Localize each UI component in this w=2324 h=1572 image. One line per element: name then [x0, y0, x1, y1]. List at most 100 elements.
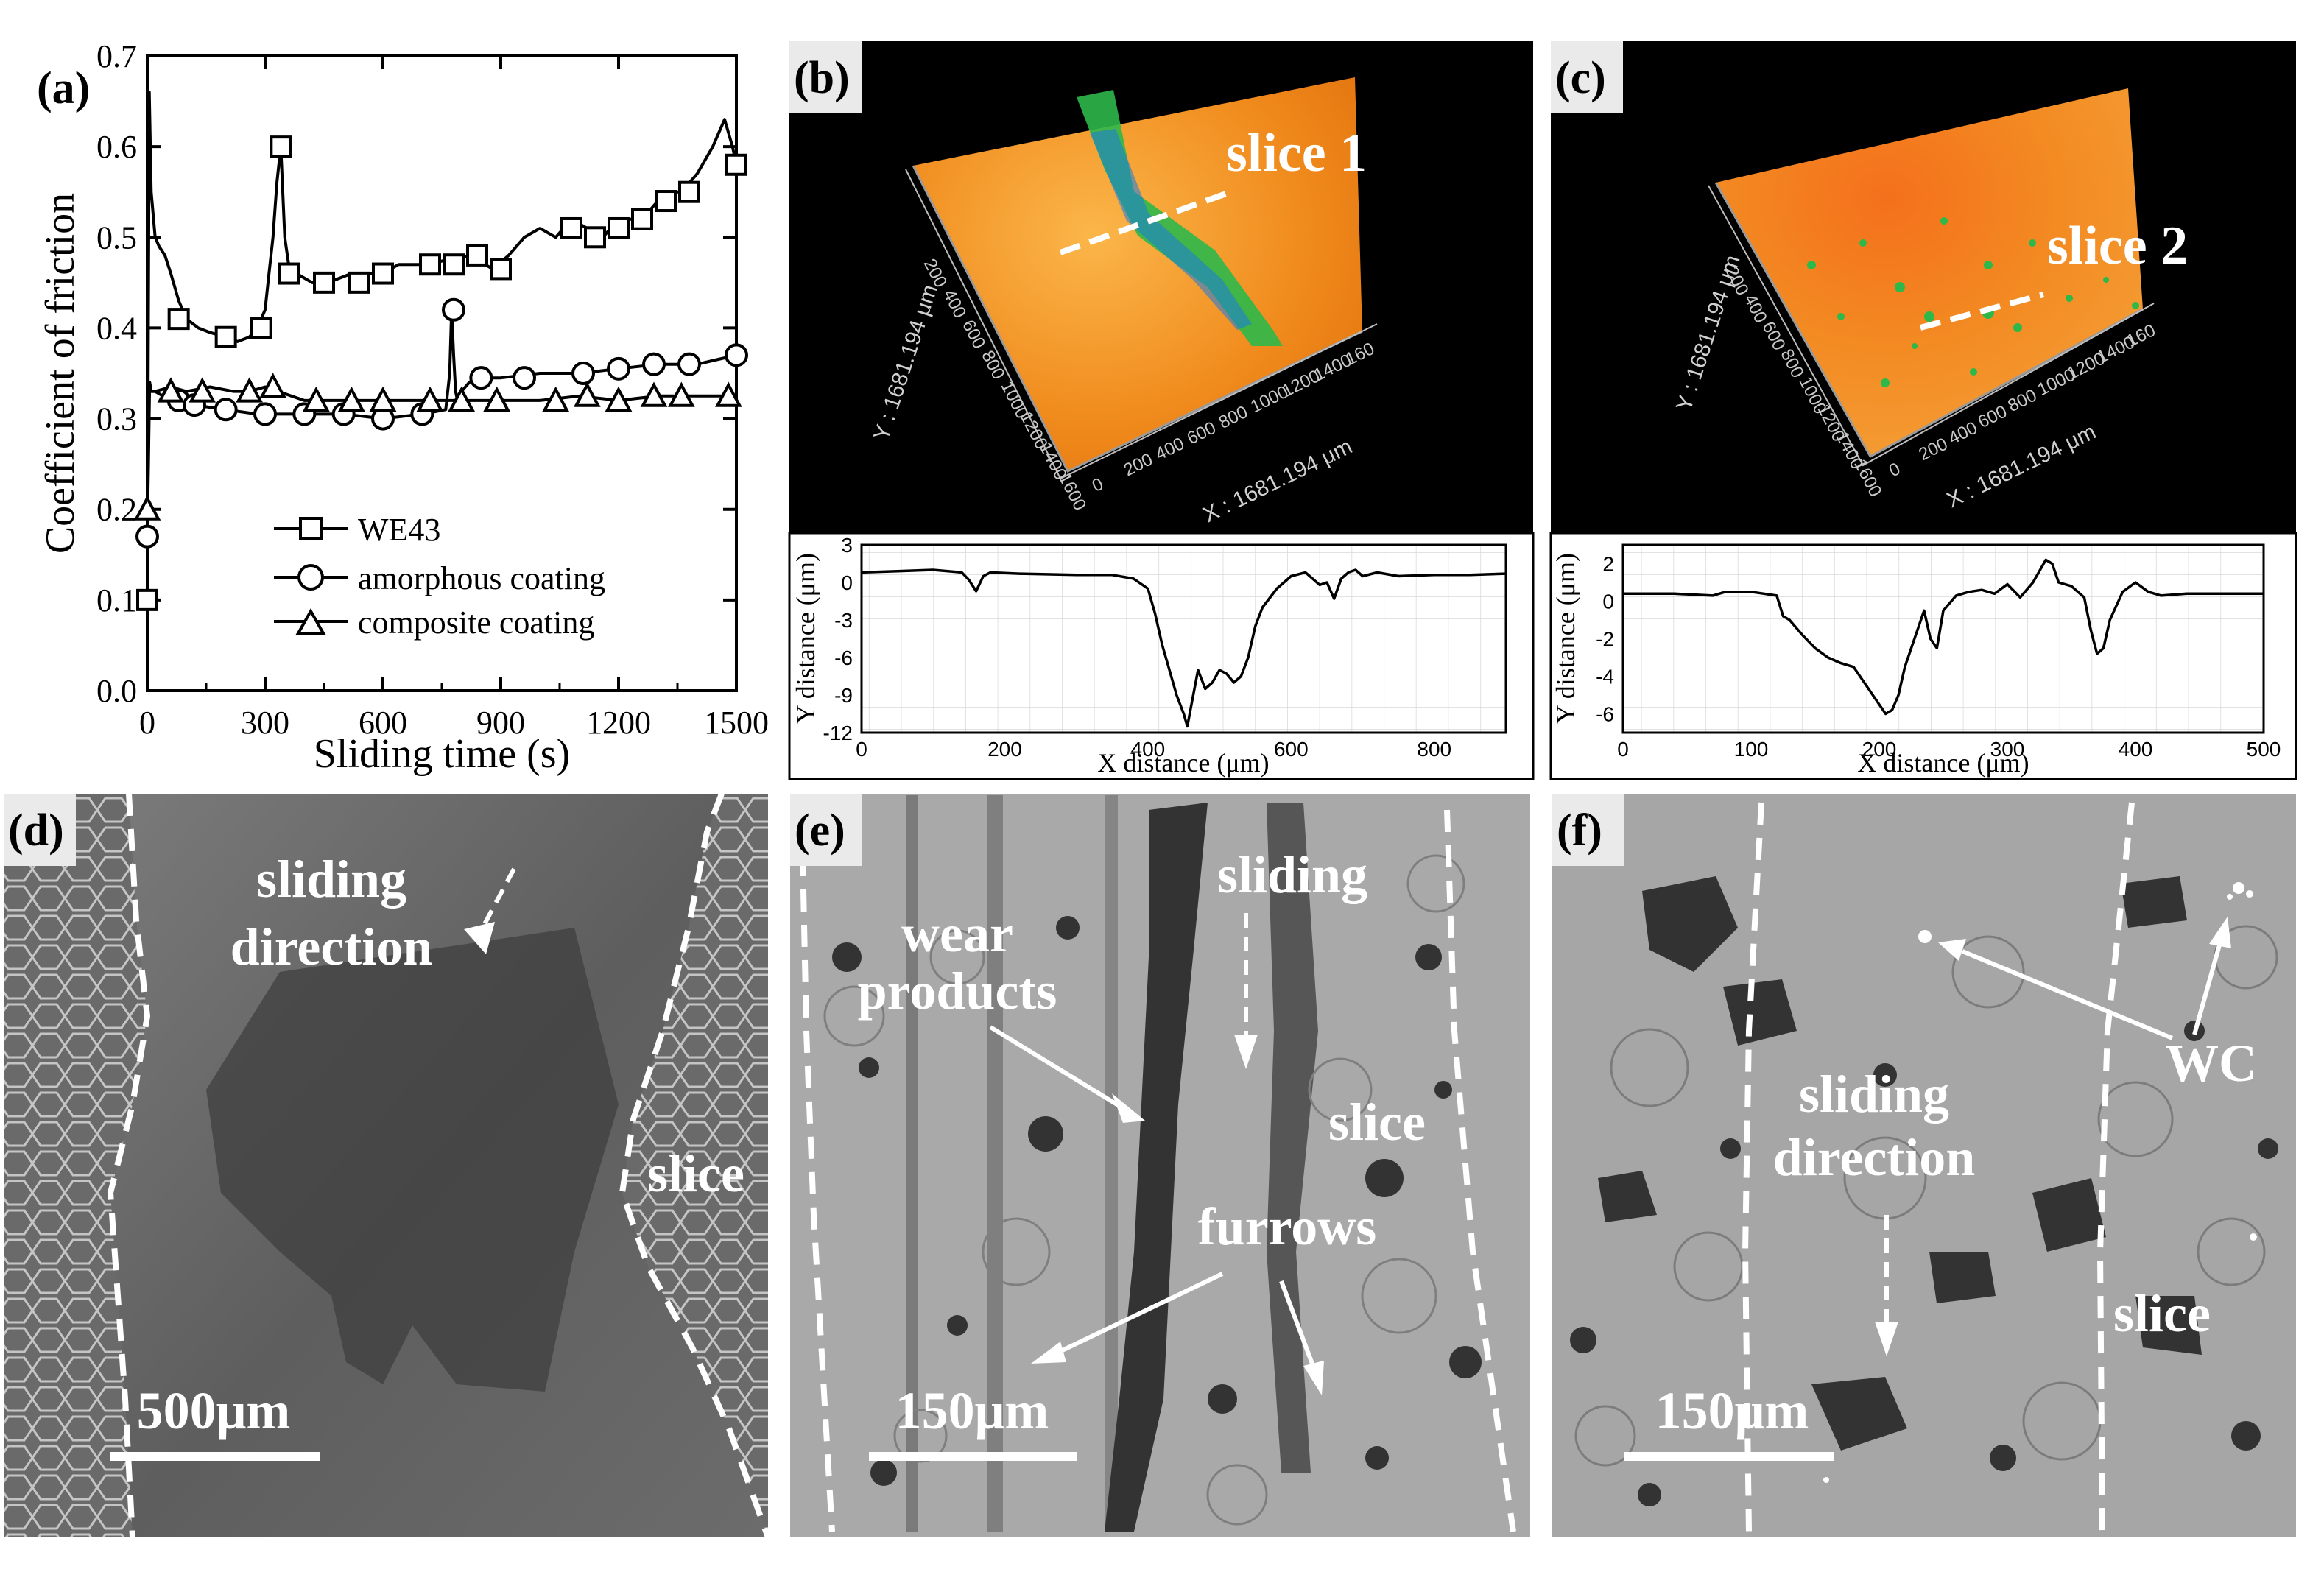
panel-e-label-box [790, 794, 862, 866]
panel-c-profile-series [1623, 558, 2264, 716]
data-point-we43 [372, 262, 394, 285]
panel-c-y-tick-label: 0 [1602, 591, 1614, 613]
panel-e-label: (e) [795, 806, 845, 856]
data-point-composite [640, 381, 668, 407]
data-point-we43 [443, 253, 465, 276]
panel-b-y-tick-label: -3 [834, 609, 853, 632]
panel-f-wc-arrowhead-left [1938, 939, 1966, 961]
panel-b-x-tick-label: 600 [1274, 738, 1309, 761]
panel-c-y-tick-label: -4 [1596, 666, 1614, 688]
panel-a-y-tick-label: 0.6 [96, 129, 137, 165]
panel-a-x-tick-label: 300 [241, 705, 289, 741]
panel-b-x-tick-label: 200 [987, 738, 1022, 761]
data-point-we43 [419, 253, 441, 276]
data-point-amorphous [642, 352, 666, 376]
legend-circle-marker [297, 564, 324, 591]
data-point-composite [337, 386, 365, 412]
panel-a-y-tick-label: 0.3 [96, 401, 137, 437]
panel-a-label: (a) [37, 63, 90, 113]
data-point-composite [714, 381, 742, 407]
panel-e-dark-debris [832, 795, 1482, 1532]
panel-e-sliding-text: sliding [1217, 845, 1367, 904]
data-point-we43 [270, 135, 292, 158]
panel-d-track-right-boundary [619, 794, 768, 1537]
panel-f-wc-arrowhead-right [2209, 917, 2231, 948]
data-point-we43 [466, 244, 488, 267]
legend-square-marker [299, 517, 323, 540]
panel-f-wc-arrow-right [2192, 942, 2222, 1035]
data-point-composite [369, 386, 397, 412]
panel-d-sem: sliding direction slice 500μm [4, 794, 768, 1537]
data-point-we43 [278, 262, 300, 285]
panel-f-scale-text: 150μm [1655, 1381, 1809, 1440]
panel-c-profile-line [1623, 558, 2264, 716]
panel-c-y-tick-label: 2 [1602, 553, 1614, 576]
panel-e-furrow-arrowhead-left [1031, 1342, 1066, 1364]
data-point-we43 [214, 325, 237, 348]
panel-b-wear-track-deep [1090, 129, 1252, 330]
panel-d-direction-arrow [476, 867, 516, 937]
data-point-composite [157, 377, 185, 403]
data-point-composite [448, 386, 476, 412]
data-point-we43 [608, 216, 630, 239]
panel-a-y-tick-label: 0.0 [96, 673, 137, 709]
panel-e-scale-bar [869, 1452, 1077, 1461]
data-point-we43 [313, 271, 335, 294]
panel-b-surface [913, 77, 1362, 471]
panel-e-furrows-text: furrows [1198, 1197, 1377, 1256]
panel-a-x-tick-label: 0 [139, 705, 155, 741]
panel-c-x-tick-label: 400 [2119, 738, 2153, 761]
data-point-we43 [655, 190, 677, 213]
panel-d-direction-arrowhead [464, 922, 495, 954]
panel-f-direction-text: direction [1773, 1128, 1976, 1187]
data-point-amorphous [513, 366, 536, 390]
panel-c-profile-ticks: 0 100 200 300 400 500 2 0 -2 -4 -6 [1596, 553, 2281, 761]
panel-d-scale-text: 500μm [137, 1381, 291, 1440]
panel-b-profile-line [862, 568, 1506, 728]
panel-c-x-tick-label: 100 [1734, 738, 1769, 761]
panel-b-y-tick-label: 3 [841, 534, 853, 557]
data-point-composite [573, 381, 601, 407]
data-point-composite [259, 373, 287, 398]
data-point-we43 [725, 153, 747, 176]
panel-d-sliding-text: sliding [256, 850, 406, 909]
legend-label-we43: WE43 [358, 512, 440, 548]
panel-f-label: (f) [1557, 806, 1602, 856]
panel-b-slice-label: slice 1 [1226, 123, 1367, 183]
panel-b-wear-track [1077, 90, 1283, 346]
panel-a-x-tick-label: 600 [359, 705, 407, 741]
panel-a-y-tick-label: 0.2 [96, 492, 137, 528]
panel-b-profile-x-label: X distance (μm) [1097, 748, 1269, 778]
panel-b-x-tick-label: 800 [1417, 738, 1451, 761]
panel-b-axis-box [912, 165, 1363, 473]
data-point-composite [542, 386, 570, 412]
panel-c-x-tick-label: 0 [1617, 738, 1629, 761]
panel-e-wear-arrow [989, 1025, 1124, 1110]
panel-b-profile-ticks: 0 200 400 600 800 3 0 -3 -6 -9 -12 [823, 534, 1452, 761]
data-point-composite [236, 377, 264, 403]
panel-b-y-tick-label: -6 [834, 646, 853, 669]
panel-d-label-box [4, 794, 76, 866]
panel-c-surface [1716, 88, 2143, 457]
panel-e-scale-text: 150μm [895, 1381, 1049, 1440]
data-point-we43 [136, 588, 158, 611]
panel-c-slice-line [1919, 292, 2045, 331]
panel-f-track-left-boundary [1742, 802, 1764, 1532]
panel-d-scale-bar [110, 1452, 320, 1461]
panel-d-track-left-boundary [107, 794, 151, 1537]
panel-d-slice-text: slice [647, 1144, 744, 1203]
panel-a-legend: WE43 amorphous coating composite coating [274, 512, 605, 641]
panel-d-label: (d) [8, 806, 64, 856]
panel-e-slice-text: slice [1328, 1093, 1426, 1152]
panel-a-x-tick-label: 1200 [586, 705, 651, 741]
data-point-composite [667, 381, 695, 407]
panel-f-label-box [1552, 794, 1624, 866]
panel-a-markers [133, 135, 748, 611]
panel-f-scale-bar [1624, 1452, 1834, 1461]
panel-f-wc-arrow-left [1961, 949, 2174, 1040]
panel-b-label: (b) [794, 53, 850, 103]
data-point-we43 [250, 317, 272, 339]
panel-b-profile-series [862, 568, 1506, 728]
data-point-composite [133, 495, 161, 521]
data-point-amorphous [677, 352, 701, 376]
